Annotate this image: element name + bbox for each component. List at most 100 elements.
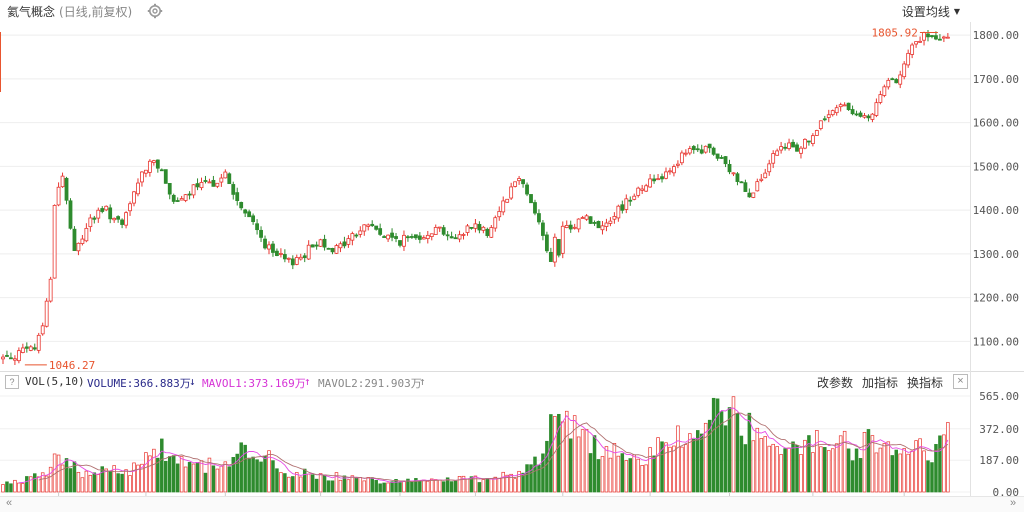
volume-bar xyxy=(604,446,609,493)
mavol2-line xyxy=(38,412,949,483)
candle-body xyxy=(441,227,446,235)
volume-bar xyxy=(628,458,633,493)
candle-body xyxy=(1,356,5,360)
volume-bar xyxy=(207,457,212,493)
volume-bar xyxy=(191,463,196,493)
volume-tick-label: 565.00 xyxy=(979,390,1019,403)
candle-body xyxy=(413,234,418,239)
volume-bar xyxy=(40,472,45,493)
volume-bar xyxy=(247,457,251,493)
volume-bar xyxy=(521,472,525,493)
volume-down-arrow: ↓ xyxy=(189,375,196,388)
candle-body xyxy=(799,147,803,154)
candle-body xyxy=(211,179,216,187)
volume-bar xyxy=(124,469,128,493)
add-indicator-button[interactable]: 加指标 xyxy=(862,376,899,390)
candle-body xyxy=(5,355,9,357)
volume-bar xyxy=(469,476,474,493)
candle-body xyxy=(112,217,117,221)
volume-bar xyxy=(84,470,89,493)
volume-bar xyxy=(243,444,247,493)
candle-body xyxy=(588,216,593,224)
volume-bar xyxy=(664,442,668,493)
candle-body xyxy=(231,184,236,195)
volume-bar xyxy=(445,477,450,493)
candle-body xyxy=(481,226,486,231)
candle-body xyxy=(830,110,835,116)
candle-body xyxy=(116,216,121,220)
volume-bar xyxy=(326,480,331,493)
volume-bar xyxy=(648,447,652,493)
volume-bar xyxy=(418,480,422,493)
low-price-label: 1046.27 xyxy=(49,359,95,372)
volume-bar xyxy=(612,443,617,493)
candlestick-chart[interactable]: 1100.00 1200.00 1300.00 1400.00 1500.00 1600.… xyxy=(0,0,1024,496)
help-icon[interactable]: ? xyxy=(5,375,19,389)
candle-body xyxy=(517,178,521,182)
volume-bar xyxy=(719,411,724,493)
volume-bar xyxy=(235,453,239,493)
volume-bar xyxy=(938,435,942,493)
candle-body xyxy=(120,219,124,225)
candle-body xyxy=(898,74,903,85)
candle-body xyxy=(457,234,462,240)
candle-body xyxy=(497,211,502,218)
candle-body xyxy=(290,258,295,266)
candle-body xyxy=(771,153,776,164)
volume-bar xyxy=(727,407,732,493)
edit-params-button[interactable]: 改参数 xyxy=(817,376,854,390)
volume-bar xyxy=(759,438,764,493)
volume-bar xyxy=(44,475,49,493)
candle-body xyxy=(167,183,172,195)
candle-body xyxy=(687,148,692,154)
candle-body xyxy=(282,254,287,260)
candle-body xyxy=(612,215,617,220)
candle-body xyxy=(906,52,911,66)
time-scrollbar[interactable] xyxy=(0,496,1024,512)
candle-body xyxy=(501,200,506,213)
candle-body xyxy=(679,152,684,164)
volume-bar xyxy=(92,472,97,493)
candle-body xyxy=(513,181,518,187)
candle-body xyxy=(171,194,176,202)
volume-bar xyxy=(541,453,545,493)
candle-body xyxy=(485,228,490,236)
close-icon[interactable]: × xyxy=(953,374,968,389)
volume-bar xyxy=(886,441,891,493)
volume-bar xyxy=(128,475,132,493)
candle-body xyxy=(461,234,466,236)
candle-body xyxy=(358,230,363,235)
volume-bar xyxy=(259,461,263,493)
scroll-left-icon[interactable]: « xyxy=(5,497,13,509)
candle-body xyxy=(552,236,557,263)
candle-body xyxy=(767,163,772,173)
volume-bar xyxy=(449,481,454,493)
candle-body xyxy=(477,223,482,231)
volume-bar xyxy=(545,440,549,493)
volume-bar xyxy=(314,478,319,493)
volume-bar xyxy=(318,473,323,493)
volume-bar xyxy=(104,468,108,493)
volume-bar xyxy=(231,457,236,493)
volume-bar xyxy=(640,465,644,493)
volume-bar xyxy=(676,425,680,493)
volume-bar xyxy=(287,476,291,493)
candle-body xyxy=(620,204,625,211)
volume-bar xyxy=(390,481,394,493)
scroll-right-icon[interactable]: » xyxy=(1009,497,1017,509)
volume-bar xyxy=(870,435,875,493)
candle-body xyxy=(191,184,196,196)
volume-bar xyxy=(846,448,851,493)
volume-bar xyxy=(922,450,926,493)
switch-indicator-button[interactable]: 换指标 xyxy=(907,376,944,390)
candle-body xyxy=(163,169,168,184)
gear-icon[interactable] xyxy=(147,3,163,19)
candle-body xyxy=(648,178,653,188)
volume-bar xyxy=(251,456,255,493)
volume-bar xyxy=(223,461,228,493)
volume-bar xyxy=(152,448,156,493)
candle-body xyxy=(822,118,827,121)
set-ma-dropdown[interactable]: 设置均线 ▼ xyxy=(902,3,960,20)
candle-body xyxy=(775,150,780,156)
volume-bar xyxy=(838,435,843,493)
